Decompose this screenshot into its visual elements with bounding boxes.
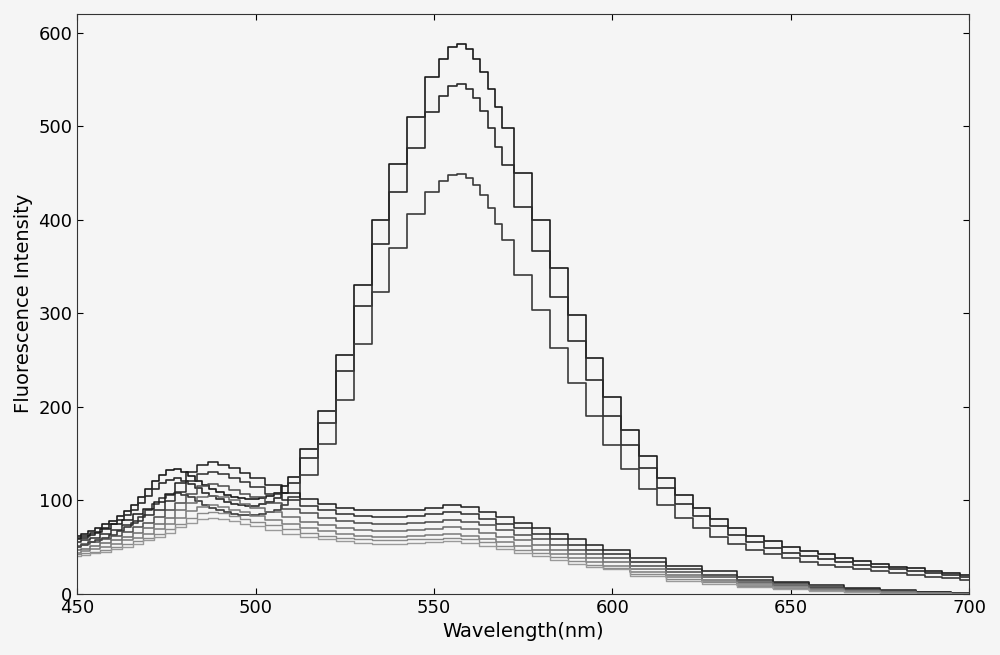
Y-axis label: Fluorescence Intensity: Fluorescence Intensity xyxy=(14,194,33,413)
X-axis label: Wavelength(nm): Wavelength(nm) xyxy=(442,622,604,641)
